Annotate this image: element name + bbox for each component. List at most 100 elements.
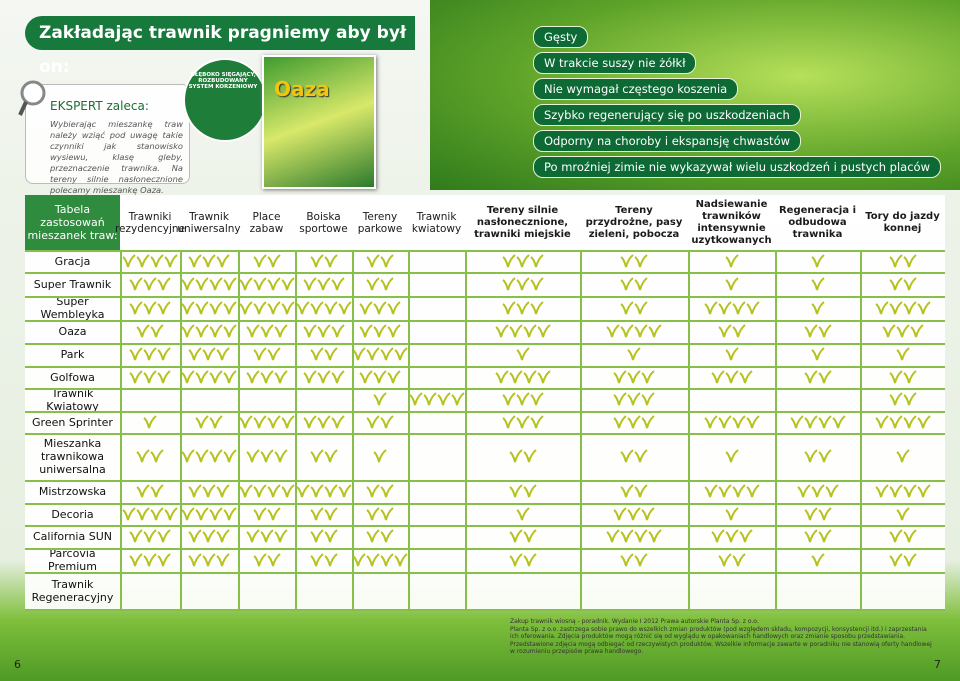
rating-checks xyxy=(810,300,825,314)
check-icon xyxy=(129,552,143,566)
rating-checks xyxy=(817,392,818,407)
check-icon xyxy=(620,552,634,566)
check-icon xyxy=(316,414,331,428)
check-icon xyxy=(508,484,523,498)
check-icon xyxy=(536,324,551,338)
rating-cell xyxy=(580,320,688,343)
rating-cell xyxy=(860,525,945,548)
check-icon xyxy=(831,414,846,428)
check-icon xyxy=(529,276,544,290)
rating-cell xyxy=(238,296,295,320)
check-icon xyxy=(373,369,387,383)
rating-cell xyxy=(775,388,860,411)
check-icon xyxy=(164,506,178,520)
rating-cell xyxy=(408,343,465,366)
check-icon xyxy=(888,369,903,383)
rating-cell xyxy=(180,296,238,320)
rating-checks xyxy=(796,484,839,498)
check-icon xyxy=(634,253,648,267)
check-icon xyxy=(216,529,230,543)
check-icon xyxy=(164,253,178,267)
check-icon xyxy=(731,552,746,566)
check-icon xyxy=(394,552,408,566)
rating-checks xyxy=(874,300,931,314)
rating-checks xyxy=(143,414,157,428)
rating-checks xyxy=(352,347,408,361)
check-icon xyxy=(620,529,634,543)
expert-heading: EKSPERT zaleca: xyxy=(50,99,149,113)
rating-cell xyxy=(120,296,180,320)
rating-cell xyxy=(352,296,408,320)
rating-checks xyxy=(501,300,544,314)
column-header: Trawnik kwiatowy xyxy=(411,210,462,235)
check-icon xyxy=(902,392,917,406)
check-icon xyxy=(223,506,237,520)
rating-cell xyxy=(465,272,580,296)
rating-checks xyxy=(703,300,760,314)
rating-cell xyxy=(238,411,295,433)
rating-checks xyxy=(803,369,832,383)
rating-cell xyxy=(465,388,580,411)
check-icon xyxy=(508,529,523,543)
check-icon xyxy=(323,506,338,520)
check-icon xyxy=(309,449,324,463)
rating-cell xyxy=(180,343,238,366)
check-icon xyxy=(387,324,401,338)
check-icon xyxy=(606,324,620,338)
check-icon xyxy=(634,324,648,338)
check-icon xyxy=(648,324,662,338)
rating-cell xyxy=(295,296,352,320)
check-icon xyxy=(789,414,804,428)
rating-checks xyxy=(810,552,825,566)
column-line xyxy=(120,250,122,610)
check-icon xyxy=(902,369,917,383)
rating-checks xyxy=(195,414,223,428)
check-icon xyxy=(129,300,143,314)
row-label: Super Trawnik xyxy=(33,277,112,291)
rating-checks xyxy=(129,369,171,383)
row-line xyxy=(25,609,945,611)
check-icon xyxy=(245,324,260,338)
rating-checks xyxy=(436,347,437,362)
rating-cell xyxy=(180,572,238,610)
rating-checks xyxy=(181,369,237,383)
rating-cell xyxy=(688,272,775,296)
rating-cell xyxy=(775,503,860,525)
rating-checks xyxy=(436,324,437,339)
rating-cell xyxy=(295,525,352,548)
rating-checks xyxy=(717,552,746,566)
check-icon xyxy=(745,414,760,428)
column-header: Regeneracja i odbudowa trawnika xyxy=(778,204,857,240)
check-icon xyxy=(309,529,324,543)
check-icon xyxy=(641,414,655,428)
check-icon xyxy=(202,529,216,543)
rating-cell xyxy=(860,572,945,610)
check-icon xyxy=(195,276,209,290)
check-icon xyxy=(888,529,903,543)
check-icon xyxy=(522,484,537,498)
footer: Zakup trawnik wiosną - poradnik. Wydanie… xyxy=(510,618,935,656)
rating-checks xyxy=(888,369,917,383)
check-icon xyxy=(150,324,164,338)
rating-checks xyxy=(731,392,732,407)
check-icon xyxy=(195,324,209,338)
check-icon xyxy=(380,529,394,543)
rating-checks xyxy=(366,506,394,520)
check-icon xyxy=(810,253,825,267)
check-icon xyxy=(916,414,931,428)
check-icon xyxy=(810,347,825,361)
check-icon xyxy=(209,449,223,463)
rating-checks xyxy=(501,253,544,267)
row-line xyxy=(25,433,945,435)
check-icon xyxy=(259,369,274,383)
rating-checks xyxy=(436,584,437,599)
check-icon xyxy=(888,253,903,267)
rating-cell xyxy=(352,572,408,610)
rating-checks xyxy=(508,552,537,566)
rating-checks xyxy=(613,392,655,406)
rating-checks xyxy=(888,529,917,543)
rating-cell xyxy=(465,320,580,343)
rating-cell xyxy=(860,343,945,366)
row-label: Gracja xyxy=(54,254,91,268)
rating-checks xyxy=(888,552,917,566)
